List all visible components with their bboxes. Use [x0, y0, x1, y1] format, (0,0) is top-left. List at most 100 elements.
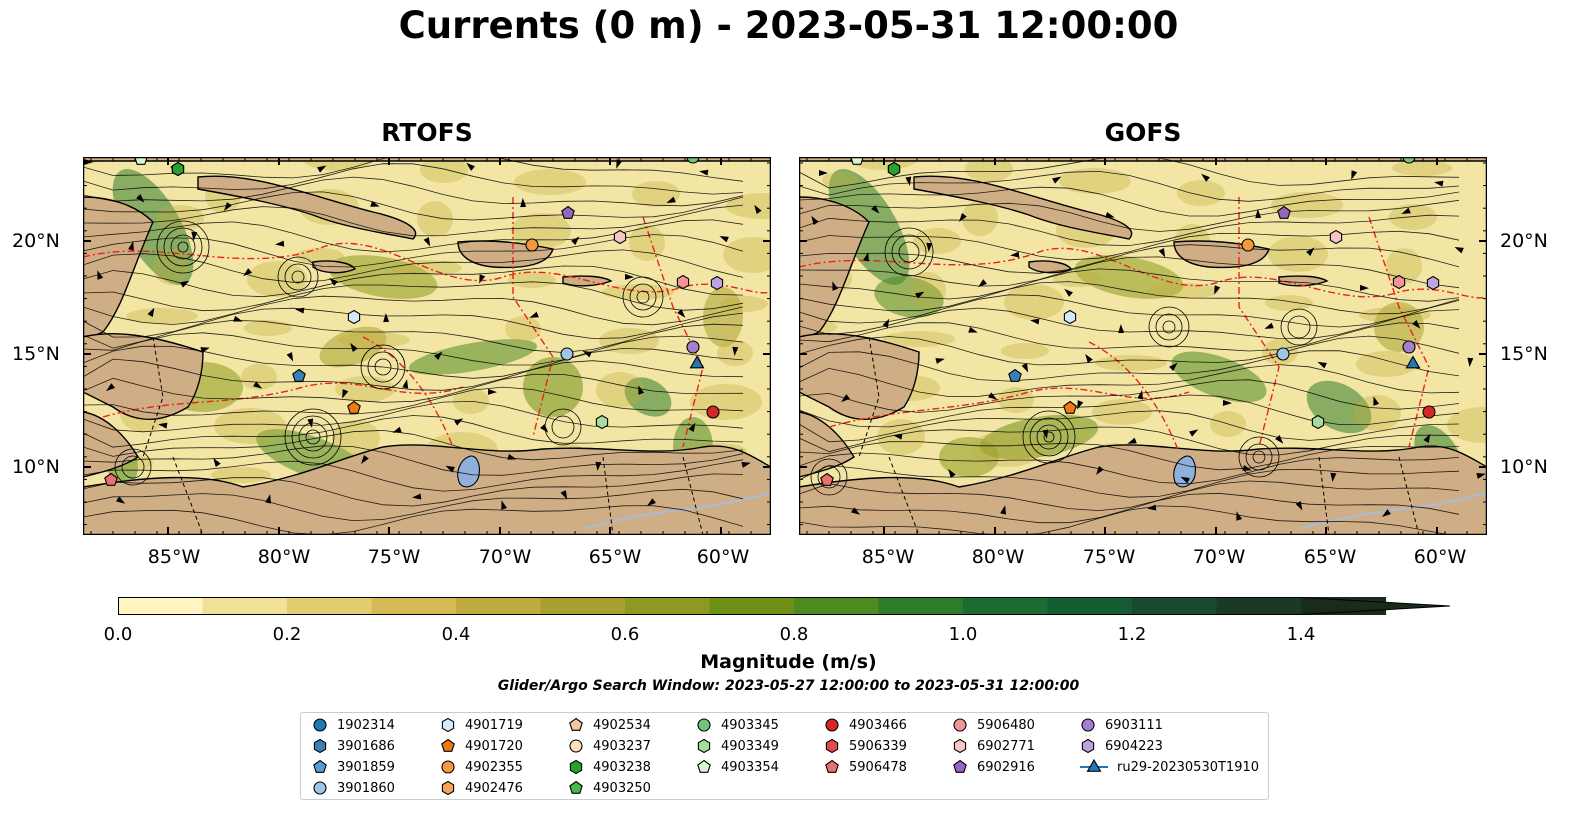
- eddy-streamline: [163, 227, 203, 267]
- float-pentagon-marker: [134, 157, 148, 165]
- legend-hexagon-icon: [441, 717, 455, 733]
- legend-pentagon-icon: [953, 759, 967, 773]
- eddy-streamline: [551, 415, 575, 439]
- legend-entry-label: 6902916: [977, 759, 1035, 775]
- current-speed-patch: [910, 272, 946, 308]
- float-hexagon-marker: [1329, 229, 1343, 245]
- current-speed-patch: [1392, 160, 1452, 176]
- legend-marker-icon: [441, 717, 455, 733]
- current-speed-patch: [420, 157, 468, 183]
- flow-arrow-icon: [1255, 209, 1262, 219]
- eddy-streamline: [170, 234, 196, 260]
- legend-entry-label: 4901719: [465, 717, 523, 733]
- legend-circle-icon: [313, 718, 327, 732]
- colorbar-tick: 0.0: [103, 624, 133, 645]
- flow-arrow-icon: [223, 202, 232, 211]
- flow-arrow-icon: [741, 462, 751, 468]
- float-hexagon-marker: [676, 274, 690, 290]
- colorbar-segment: [625, 597, 711, 615]
- float-hexagon-marker: [171, 161, 185, 177]
- legend-pentagon-icon: [441, 738, 455, 752]
- colorbar-segment: [1047, 597, 1133, 615]
- float-hexagon-marker: [1426, 275, 1440, 291]
- flow-arrow-icon: [1467, 357, 1474, 367]
- flow-arrow-icon: [1127, 437, 1137, 444]
- colorbar-extend-arrow: [1301, 597, 1450, 615]
- flow-arrow-icon: [434, 351, 443, 360]
- legend-entry: 4903466: [823, 715, 907, 735]
- streamline: [799, 230, 1460, 261]
- legend-entry: 4902476: [439, 778, 523, 798]
- lon-tick-label: 85°W: [147, 546, 201, 568]
- legend-marker-icon: [569, 739, 583, 753]
- eddy-streamline: [367, 351, 399, 383]
- eddy-streamline: [284, 263, 312, 291]
- eddy-streamline: [622, 276, 664, 318]
- legend-entry: 5906478: [823, 757, 907, 777]
- colorbar-tick: 0.2: [272, 624, 302, 645]
- streamline: [799, 505, 1453, 535]
- map-frame: [83, 157, 771, 535]
- eddy-streamline: [1148, 306, 1190, 348]
- current-speed-patch: [241, 364, 277, 390]
- colorbar-scale: [118, 597, 1451, 615]
- flow-arrow-icon: [571, 236, 580, 245]
- current-speed-patch: [1147, 283, 1219, 299]
- streamline: [83, 265, 744, 298]
- colorbar-tick: 0.8: [779, 624, 809, 645]
- colorbar-segment: [202, 597, 288, 615]
- legend-entry: 6902771: [951, 736, 1035, 756]
- flow-arrow-icon: [832, 281, 839, 291]
- flow-arrow-icon: [666, 196, 676, 203]
- legend-hexagon-icon: [953, 738, 967, 754]
- eddy-streamline: [898, 241, 920, 263]
- eddy-streamline: [817, 465, 841, 489]
- current-speed-patch: [1447, 407, 1487, 443]
- legend-marker-icon: [697, 718, 711, 732]
- streamline: [799, 244, 1460, 274]
- map-panel-rtofs[interactable]: [83, 157, 771, 535]
- current-speed-patch: [1389, 204, 1437, 230]
- flow-arrow-icon: [926, 242, 933, 252]
- float-circle-marker: [686, 340, 700, 354]
- colorbar-segment: [709, 597, 795, 615]
- streamline: [799, 426, 1460, 456]
- lat-tick-label: 15°N: [1500, 343, 1548, 365]
- current-speed-patch: [1092, 399, 1152, 425]
- flow-arrow-icon: [893, 433, 903, 440]
- flow-arrow-icon: [180, 280, 190, 288]
- current-speed-patch: [328, 255, 438, 299]
- streamline: [83, 373, 744, 403]
- flow-arrow-icon: [445, 465, 455, 473]
- eddy-streamline: [1252, 450, 1266, 464]
- current-speed-patch: [1353, 395, 1401, 431]
- lon-tick-label: 70°W: [478, 546, 532, 568]
- current-speed-patch: [1001, 343, 1049, 359]
- current-speed-patch: [247, 261, 307, 297]
- streamline: [799, 157, 1460, 189]
- float-hexagon-marker: [613, 229, 627, 245]
- flow-arrow-icon: [520, 198, 527, 208]
- map-panel-gofs[interactable]: [799, 157, 1487, 535]
- streamline: [83, 204, 744, 237]
- legend-circle-icon: [441, 760, 455, 774]
- legend-marker-icon: [441, 760, 455, 774]
- legend-entry-label: 4903349: [721, 738, 779, 754]
- flow-arrow-icon: [1137, 390, 1144, 400]
- legend-marker-icon: [569, 759, 583, 775]
- legend-circle-icon: [313, 781, 327, 795]
- flow-arrow-icon: [1454, 246, 1464, 254]
- lat-tick-label: 20°N: [1500, 230, 1548, 252]
- current-speed-patch: [332, 420, 380, 456]
- flow-arrow-icon: [1030, 318, 1040, 325]
- legend-entry-label: 4903354: [721, 759, 779, 775]
- flow-arrow-icon: [1085, 353, 1093, 363]
- lon-tick-label: 60°W: [696, 546, 750, 568]
- flow-arrow-icon: [905, 176, 912, 186]
- flow-arrow-icon: [968, 326, 978, 333]
- flow-arrow-icon: [1077, 400, 1084, 410]
- eddy-streamline: [884, 227, 934, 277]
- colorbar-segment: [794, 597, 880, 615]
- current-speed-patch: [599, 328, 659, 354]
- flow-arrow-icon: [275, 240, 285, 247]
